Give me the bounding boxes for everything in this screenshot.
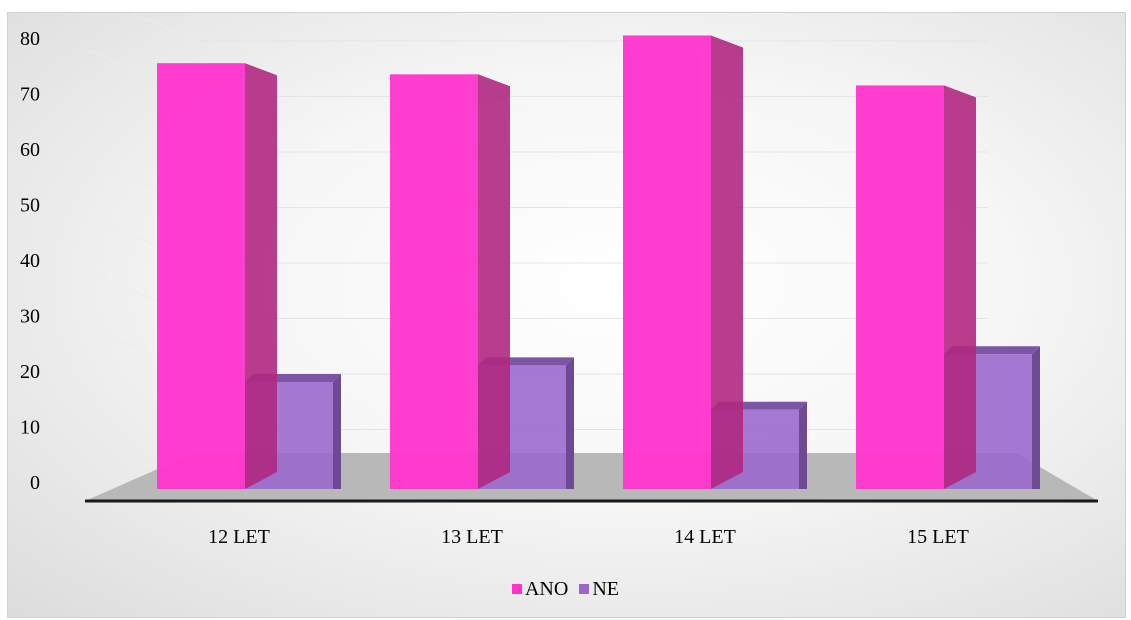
bar-ne-side <box>566 357 574 489</box>
bar-ano-0 <box>157 63 245 489</box>
legend-item-ne: NE <box>579 578 619 601</box>
y-tick-label: 80 <box>20 28 40 50</box>
y-tick-label: 30 <box>20 306 40 328</box>
y-tick-label: 40 <box>20 250 40 272</box>
bar-ano-side <box>711 35 743 489</box>
bar-ano-3 <box>856 85 944 490</box>
bar-ano-2 <box>623 35 711 489</box>
y-tick-label: 20 <box>20 361 40 383</box>
legend-label-ano: ANO <box>524 578 569 600</box>
y-tick-label: 60 <box>20 139 40 161</box>
y-tick-label: 10 <box>20 417 40 439</box>
y-tick-label: 50 <box>20 195 40 217</box>
x-tick-label: 12 LET <box>208 526 270 548</box>
bar-ne-side <box>333 374 341 489</box>
x-tick-label: 13 LET <box>441 526 503 548</box>
bar-ano-side <box>478 74 510 490</box>
bar-ne-side <box>799 401 807 489</box>
legend-label-ne: NE <box>592 578 619 600</box>
x-tick-label: 15 LET <box>907 526 969 548</box>
legend-swatch-ne <box>579 584 590 594</box>
bar-ano-side <box>944 85 976 490</box>
gridline-side <box>130 13 199 42</box>
legend-item-ano: ANO <box>511 578 569 601</box>
x-tick-label: 14 LET <box>674 526 736 548</box>
legend: ANO NE <box>0 578 1131 601</box>
y-tick-label: 70 <box>20 84 40 106</box>
bar-ano-side <box>245 63 277 489</box>
bar-ano-1 <box>390 74 478 490</box>
bar-ne-side <box>1032 346 1040 489</box>
legend-swatch-ano <box>511 584 522 594</box>
y-tick-label: 0 <box>30 472 40 494</box>
